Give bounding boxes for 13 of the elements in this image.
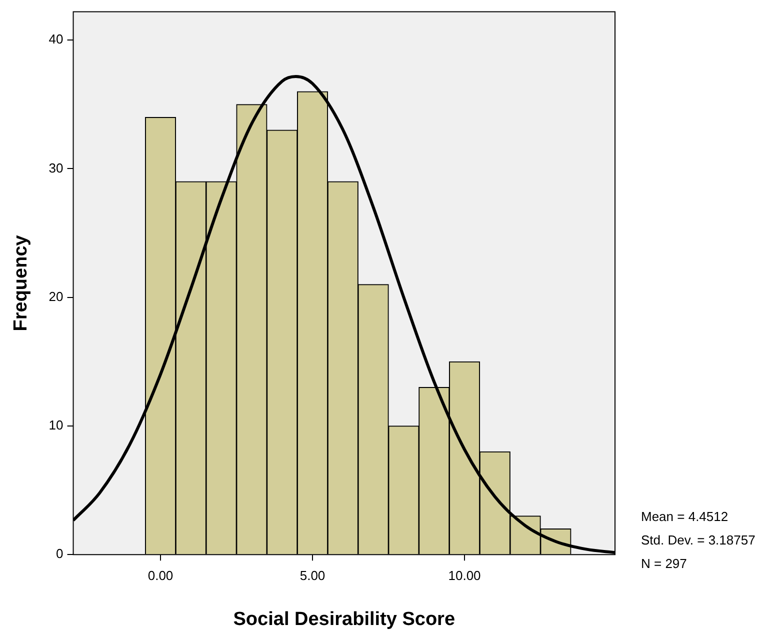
y-tick-label: 10 [48, 418, 64, 433]
y-tick-label: 40 [48, 32, 64, 47]
x-tick-label: 10.00 [448, 568, 481, 583]
x-axis-title: Social Desirability Score [233, 608, 456, 630]
y-tick-label: 0 [56, 546, 64, 562]
text: Mean = 4.4512 [641, 509, 728, 524]
x-tick-label: 5.00 [300, 568, 326, 583]
text: Std. Dev. = 3.18757 [641, 532, 756, 548]
text: N = 297 [641, 556, 687, 572]
x-tick-label: 0.00 [148, 568, 174, 583]
y-tick-label: 30 [48, 160, 64, 176]
y-tick-label: 20 [48, 288, 64, 304]
y-axis-title: Frequency [10, 234, 32, 332]
